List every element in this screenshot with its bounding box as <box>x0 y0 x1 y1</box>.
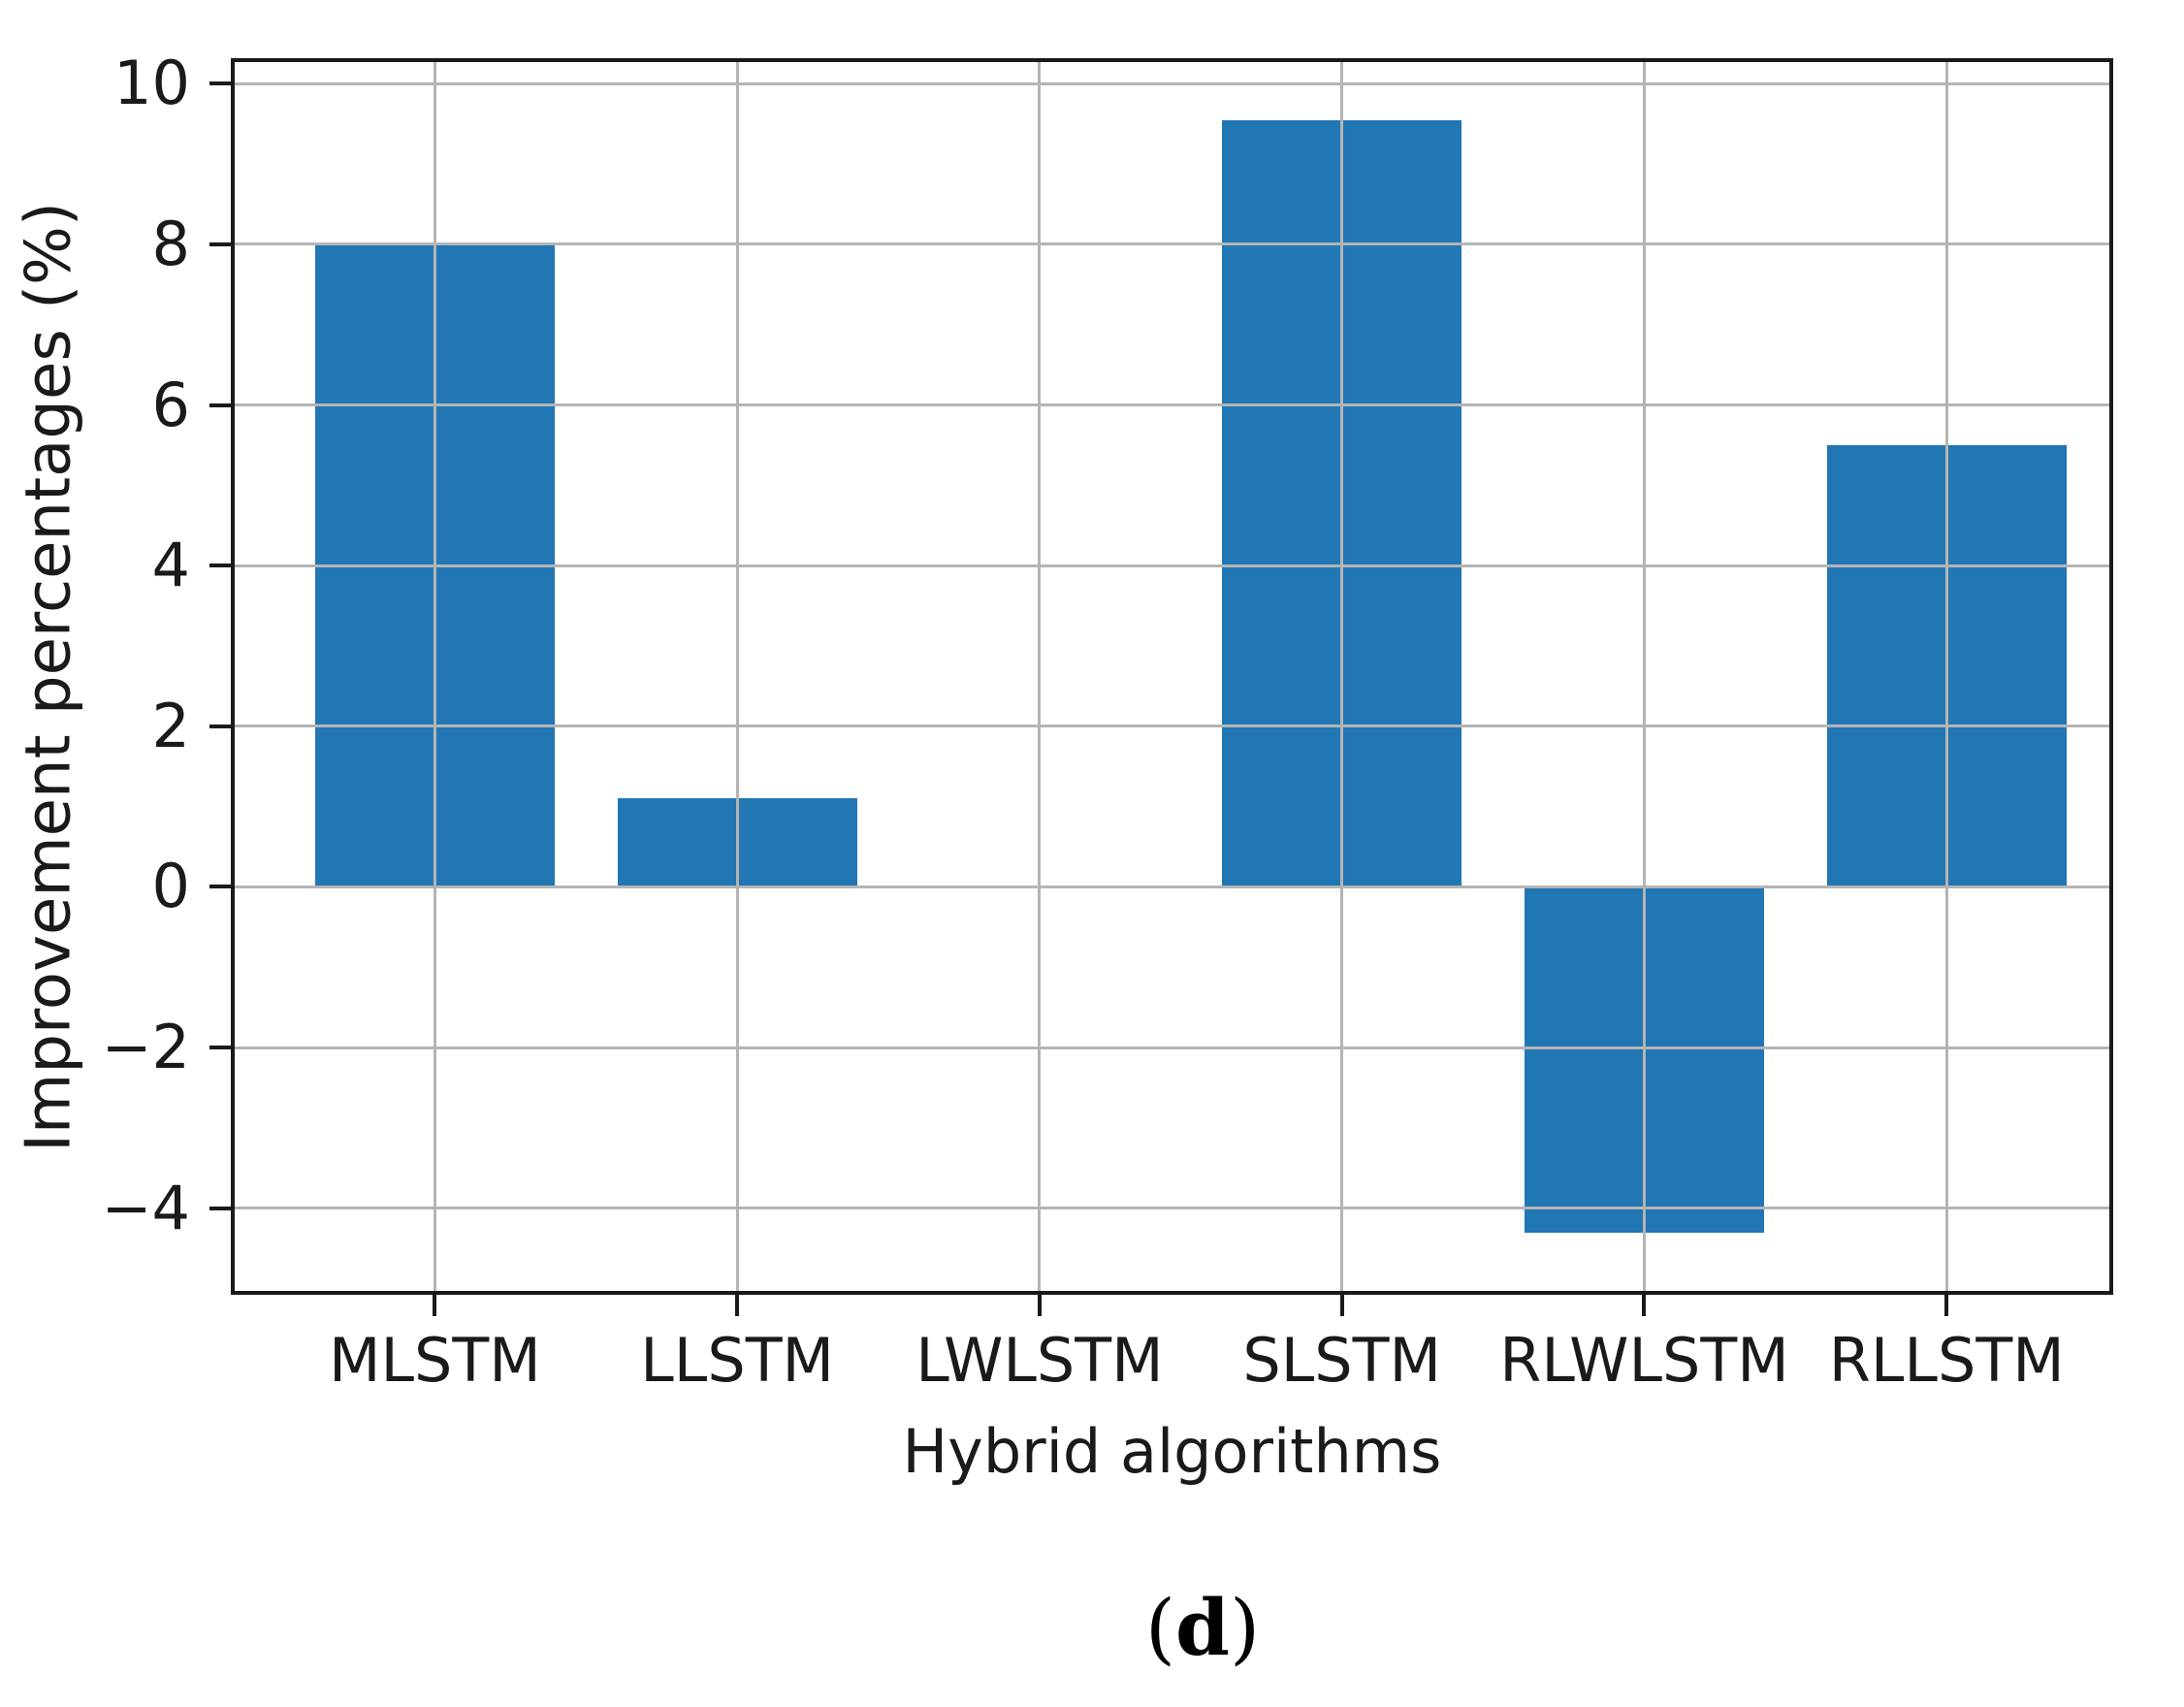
y-tick-label: 10 <box>113 48 190 119</box>
x-tick-label: LLSTM <box>640 1325 835 1396</box>
caption-open-paren: ( <box>1144 1583 1176 1673</box>
y-tick <box>209 1206 231 1210</box>
y-grid-line <box>235 1207 2109 1210</box>
y-tick-label: 6 <box>151 369 190 440</box>
x-grid-line <box>1340 62 1344 1291</box>
y-tick <box>209 242 231 246</box>
x-tick-label: LWLSTM <box>915 1325 1164 1396</box>
x-tick <box>1037 1295 1042 1316</box>
x-tick <box>1642 1295 1647 1316</box>
caption-close-paren: ) <box>1229 1583 1261 1673</box>
y-tick-label: 2 <box>151 690 190 761</box>
caption-letter: d <box>1175 1582 1230 1673</box>
y-grid-line <box>235 1046 2109 1049</box>
x-tick-label: RLLSTM <box>1828 1325 2065 1396</box>
y-grid-line <box>235 242 2109 246</box>
y-tick <box>209 724 231 728</box>
y-tick-label: −2 <box>101 1012 190 1083</box>
y-tick <box>209 564 231 568</box>
y-grid-line <box>235 403 2109 407</box>
y-tick-label: 4 <box>151 530 190 601</box>
y-grid-line <box>235 564 2109 567</box>
x-grid-line <box>1944 62 1948 1291</box>
plot-area <box>231 58 2113 1295</box>
x-tick-label: MLSTM <box>329 1325 541 1396</box>
y-grid-line <box>235 885 2109 888</box>
y-tick <box>209 885 231 889</box>
x-grid-line <box>1642 62 1646 1291</box>
x-grid-line <box>735 62 739 1291</box>
figure-caption: (d) <box>718 1581 1687 1675</box>
x-tick <box>1944 1295 1949 1316</box>
y-tick <box>209 403 231 407</box>
x-grid-line <box>433 62 436 1291</box>
y-tick-label: 0 <box>151 851 190 922</box>
x-tick <box>1339 1295 1344 1316</box>
x-axis-label: Hybrid algorithms <box>902 1416 1442 1487</box>
y-tick <box>209 81 231 86</box>
x-tick-label: RLWLSTM <box>1499 1325 1789 1396</box>
y-grid-line <box>235 725 2109 728</box>
y-tick-label: 8 <box>151 208 190 279</box>
y-tick <box>209 1046 231 1050</box>
x-tick <box>735 1295 740 1316</box>
y-tick-label: −4 <box>101 1172 190 1243</box>
x-tick-label: SLSTM <box>1242 1325 1442 1396</box>
y-grid-line <box>235 81 2109 85</box>
x-tick <box>433 1295 437 1316</box>
x-grid-line <box>1038 62 1042 1291</box>
